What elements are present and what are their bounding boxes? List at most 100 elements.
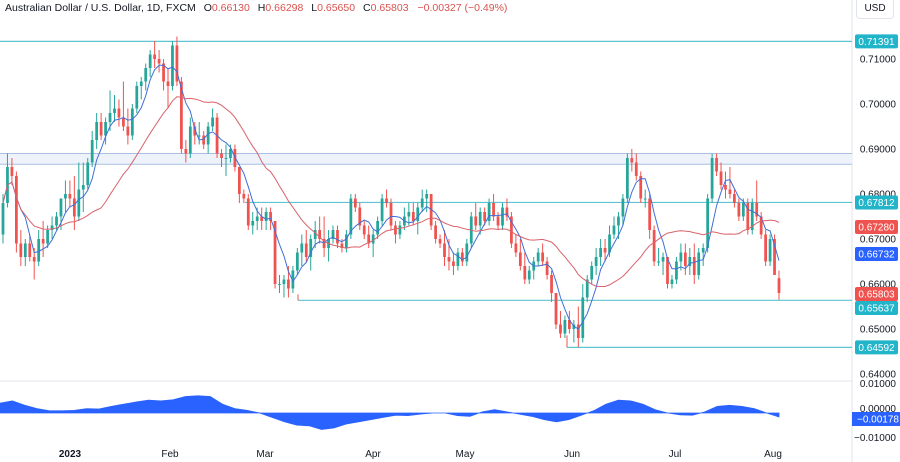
price-tag-level[interactable]: 0.65637 xyxy=(855,301,898,315)
symbol-header: Australian Dollar / U.S. Dollar, 1D, FXC… xyxy=(5,2,507,14)
candle xyxy=(353,194,357,212)
candle xyxy=(282,275,286,298)
candle xyxy=(95,113,99,149)
candle-body xyxy=(563,320,567,334)
candle xyxy=(193,122,197,145)
candle-body xyxy=(719,171,723,185)
candle xyxy=(148,50,152,77)
candle-body xyxy=(661,257,665,262)
candle xyxy=(32,248,36,280)
horizontal-levels[interactable] xyxy=(0,40,852,348)
candle xyxy=(407,203,411,226)
candle-body xyxy=(603,248,607,253)
candle xyxy=(701,243,705,266)
candle-body xyxy=(336,230,339,244)
candle xyxy=(336,225,339,248)
time-label-jul: Jul xyxy=(669,449,682,460)
price-tag-level[interactable]: 0.64592 xyxy=(855,340,898,355)
time-axis[interactable]: 2023 Feb Mar Apr May Jun Jul Aug xyxy=(59,449,782,460)
candle-body xyxy=(353,198,357,208)
price-tag-ma_slow[interactable]: 0.67280 xyxy=(855,220,898,234)
candle xyxy=(331,225,335,244)
low-value: 0.65650 xyxy=(317,2,356,14)
candle xyxy=(527,266,531,284)
candle xyxy=(23,239,27,266)
price-tag-box xyxy=(855,195,898,210)
candle-body xyxy=(32,257,36,262)
candle-body xyxy=(10,167,14,176)
candle xyxy=(675,257,678,284)
candle-body xyxy=(331,230,335,239)
candle-body xyxy=(527,270,531,280)
price-tick-label: 0.66000 xyxy=(860,280,897,291)
candle-body xyxy=(398,225,402,235)
candle xyxy=(166,68,170,109)
fast-ma-line xyxy=(2,64,780,330)
candle xyxy=(139,77,143,100)
price-tick-label: 0.64000 xyxy=(860,370,897,381)
price-tag-level[interactable]: 0.71391 xyxy=(855,34,898,49)
candle xyxy=(518,239,522,271)
candle-body xyxy=(153,54,157,59)
candle-body xyxy=(77,189,81,217)
candle-body xyxy=(759,216,763,235)
candle xyxy=(318,216,322,244)
candle-body xyxy=(206,126,210,145)
price-axis[interactable]: 0.71000 0.70000 0.69000 0.68000 0.67000 0.660… xyxy=(852,34,900,444)
candle-body xyxy=(23,243,27,257)
candle xyxy=(768,234,772,266)
candle xyxy=(246,194,250,230)
candle-body xyxy=(19,243,23,257)
candle xyxy=(715,153,718,176)
candle xyxy=(171,41,174,91)
candle xyxy=(773,234,776,275)
candle xyxy=(483,207,487,226)
candle-body xyxy=(768,239,772,262)
candle xyxy=(327,230,330,262)
candle-body xyxy=(104,122,107,136)
candle-body xyxy=(304,243,308,257)
candle-body xyxy=(407,212,411,217)
candle-body xyxy=(68,194,72,199)
price-tick-label: 0.69000 xyxy=(860,145,897,156)
price-tag-box xyxy=(855,340,898,355)
candle xyxy=(568,311,571,334)
candle xyxy=(380,194,384,226)
price-tag-level[interactable]: 0.67812 xyxy=(855,195,898,210)
candle xyxy=(64,180,67,212)
time-label-mar: Mar xyxy=(256,449,274,460)
slow-ma-line xyxy=(2,96,780,287)
candle xyxy=(117,99,121,127)
candle-body xyxy=(518,252,522,266)
candle-body xyxy=(452,261,455,266)
candle xyxy=(465,239,469,266)
candle xyxy=(19,230,23,266)
candle-body xyxy=(287,279,290,289)
price-tag-ma_fast[interactable]: 0.66732 xyxy=(855,247,898,261)
price-tag-value: 0.65637 xyxy=(858,304,895,315)
resistance-zone[interactable] xyxy=(0,153,852,165)
price-tag-last_price[interactable]: 0.65803 xyxy=(855,287,898,301)
candle xyxy=(345,230,348,253)
oscillator-tag-value: −0.00178 xyxy=(857,415,899,426)
candle-body xyxy=(474,216,478,226)
candle xyxy=(389,198,393,230)
candle-body xyxy=(425,194,429,199)
candle xyxy=(563,315,567,338)
candle xyxy=(220,149,223,167)
candle xyxy=(113,95,116,122)
candle-body xyxy=(554,293,558,325)
candle xyxy=(188,117,192,158)
candle xyxy=(643,189,647,208)
oscillator-value-tag[interactable]: −0.00178 xyxy=(852,412,900,426)
candle-body xyxy=(465,243,469,262)
candle xyxy=(300,234,304,266)
currency-button[interactable]: USD xyxy=(856,0,894,19)
candle-body xyxy=(251,221,255,226)
candle-body xyxy=(621,198,625,217)
candle-body xyxy=(291,270,295,289)
candle xyxy=(603,239,607,262)
candle-body xyxy=(590,266,594,280)
candle xyxy=(750,198,754,235)
